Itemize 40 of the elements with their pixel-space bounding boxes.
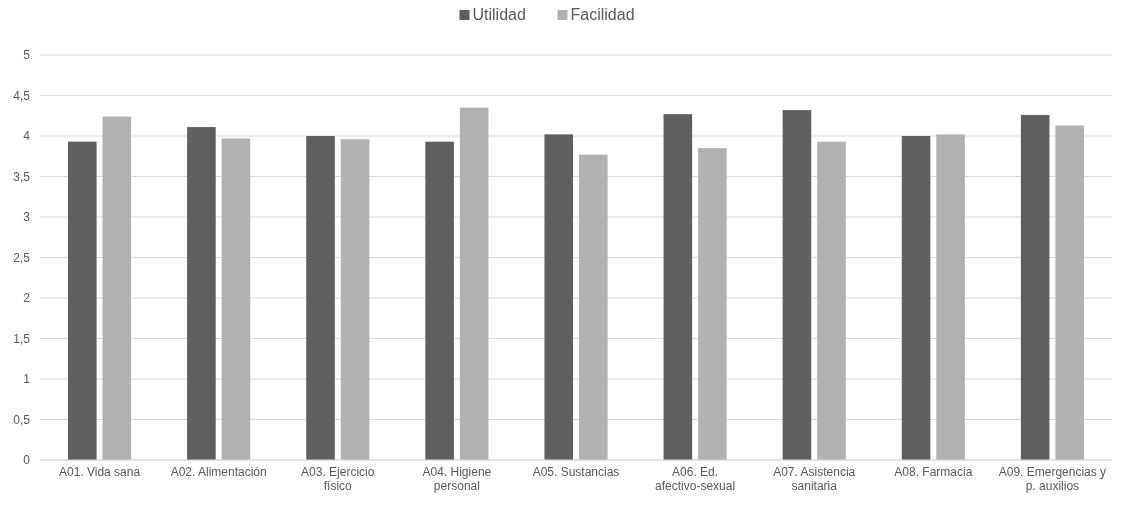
y-tick-label: 1: [23, 372, 31, 387]
bar: [817, 141, 846, 460]
y-tick-label: 3: [23, 210, 31, 225]
legend-label: Facilidad: [570, 6, 635, 23]
bar: [221, 138, 251, 460]
bar: [663, 114, 693, 460]
bar: [340, 139, 370, 460]
bar: [425, 141, 454, 460]
x-tick-label: A08. Farmacia: [894, 465, 973, 479]
x-tick-label: A01. Vida sana: [58, 465, 141, 479]
bar: [782, 110, 812, 460]
x-tick-label: A05. Sustancias: [532, 465, 620, 479]
x-tick-label: A02. Alimentación: [170, 465, 267, 479]
bar: [187, 127, 216, 460]
y-tick-label: 0: [23, 453, 31, 468]
y-tick-label: 0,5: [13, 412, 31, 427]
bar: [544, 134, 574, 460]
y-tick-label: 4,5: [13, 88, 31, 103]
y-tick-label: 1,5: [13, 331, 31, 346]
x-tick-label: A07. Asistencia sanitaria: [773, 465, 856, 493]
bar: [936, 134, 965, 460]
y-tick-label: 2,5: [13, 250, 31, 265]
y-tick-label: 5: [23, 48, 31, 63]
bar: [459, 107, 489, 460]
x-tick-label: A04. Higiene personal: [422, 465, 492, 493]
y-tick-label: 4: [23, 129, 31, 144]
bar: [578, 154, 608, 460]
bar: [1055, 125, 1085, 460]
y-tick-label: 3,5: [13, 169, 31, 184]
bar: [1020, 114, 1050, 460]
x-tick-label: A09. Emergencias y p. auxilios: [998, 465, 1107, 493]
bar: [698, 148, 727, 460]
bar: [306, 136, 335, 460]
legend-label: Utilidad: [472, 6, 526, 23]
bar: [901, 136, 931, 460]
bar: [102, 116, 132, 460]
y-tick-label: 2: [23, 291, 31, 306]
x-tick-label: A06. Ed. afectivo-sexual: [655, 465, 736, 493]
bar: [67, 141, 97, 460]
x-tick-label: A03. Ejercicio físico: [301, 465, 375, 493]
